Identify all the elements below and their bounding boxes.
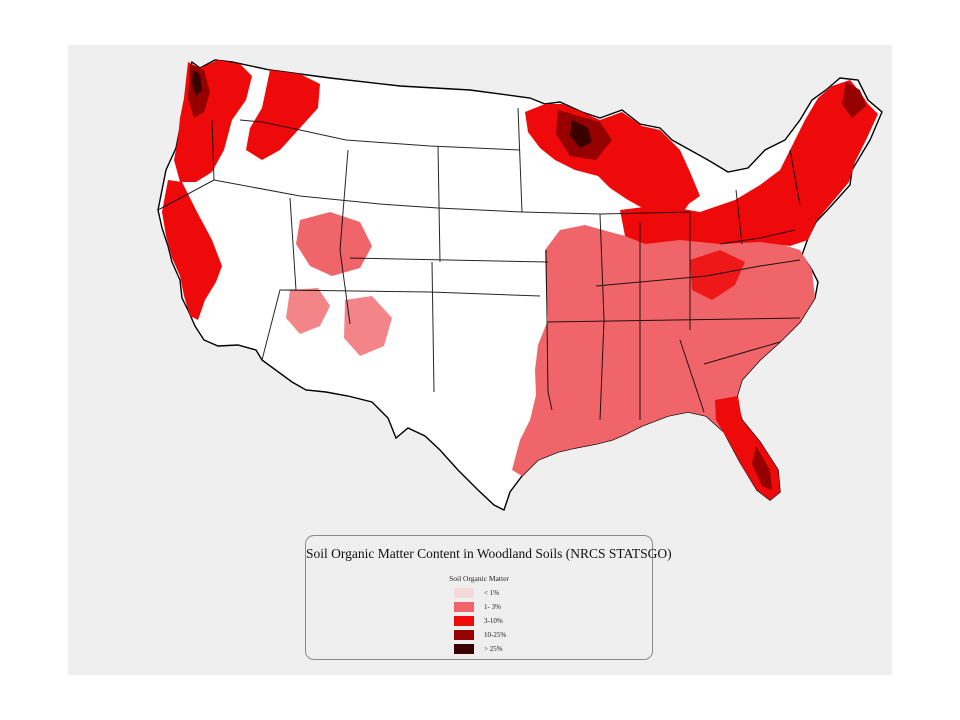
zone-1-3-new-mexico [344,296,392,356]
legend-subtitle: Soil Organic Matter [449,574,509,583]
legend-title: Soil Organic Matter Content in Woodland … [306,546,672,561]
zone-3-10-northern-rockies [246,70,320,160]
legend-label: 3-10% [484,617,503,625]
zone-10-25-florida [752,446,772,490]
legend-swatch [454,602,474,612]
legend-label: < 1% [484,589,500,597]
legend-label: > 25% [484,645,503,653]
legend-swatch [454,588,474,598]
zone-over-25-wa [192,70,202,96]
zone-1-3-rockies [296,212,372,276]
legend-swatch [454,616,474,626]
legend-label: 10-25% [484,631,507,639]
legend-label: 1- 3% [484,603,501,611]
zone-3-10-northeast [620,80,878,246]
zone-1-3-southwest [286,288,330,334]
us-soil-map [157,59,883,511]
zone-3-10-appalachia [690,250,745,300]
map-legend: Soil Organic Matter Content in Woodland … [305,535,672,660]
zone-10-25-maine [842,82,866,118]
map-panel: Soil Organic Matter Content in Woodland … [68,45,892,675]
legend-swatch [454,644,474,654]
state-boundaries [157,107,801,421]
zone-3-10-michigan [650,150,694,216]
zone-over-25-minnesota [570,120,592,148]
zone-3-10-california [162,180,222,320]
legend-swatch [454,630,474,640]
